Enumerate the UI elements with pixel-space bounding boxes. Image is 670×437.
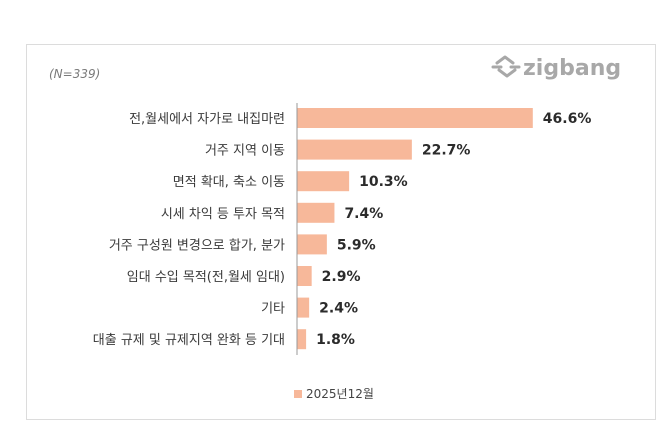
bar: [297, 108, 533, 128]
category-label: 거주 지역 이동: [205, 144, 285, 159]
bar: [297, 171, 350, 192]
category-label: 임대 수입 목적(전,월세 임대): [127, 270, 285, 285]
legend-swatch: [294, 390, 302, 398]
bar-value-label: 7.4%: [344, 206, 383, 222]
zigbang-logo-icon: [491, 55, 521, 78]
zigbang-logo-text: zigbang: [523, 56, 621, 81]
bar: [297, 329, 307, 350]
bar-chart: (N=339) zigbang 전,월세에서 자가로 내집마련 46.6% 거주 지…: [49, 55, 621, 401]
bar-value-label: 5.9%: [337, 237, 376, 253]
zigbang-logo: zigbang: [491, 55, 621, 81]
sample-size-note: (N=339): [49, 67, 100, 81]
category-label: 면적 확대, 축소 이동: [173, 175, 285, 190]
bar-value-label: 10.3%: [359, 174, 408, 190]
chart-frame: (N=339) zigbang 전,월세에서 자가로 내집마련 46.6% 거주 지…: [26, 44, 656, 420]
bar-value-label: 1.8%: [316, 332, 355, 348]
bar-value-label: 22.7%: [422, 143, 471, 159]
bar-value-label: 46.6%: [543, 111, 592, 127]
category-label: 거주 구성원 변경으로 합가, 분가: [109, 238, 285, 253]
bar-value-label: 2.4%: [319, 301, 358, 317]
category-label: 대출 규제 및 규제지역 완화 등 기대: [93, 333, 285, 348]
category-label: 전,월세에서 자가로 내집마련: [129, 112, 285, 127]
bar: [297, 139, 412, 160]
bar: [297, 266, 312, 286]
bars-layer: 전,월세에서 자가로 내집마련 46.6% 거주 지역 이동 22.7% 면적 확대, …: [93, 108, 592, 350]
category-label: 기타: [261, 302, 285, 317]
bar: [297, 234, 327, 255]
bar-value-label: 2.9%: [322, 269, 361, 285]
legend: 2025년12월: [294, 387, 374, 401]
category-label: 시세 차익 등 투자 목적: [161, 207, 285, 222]
bar: [297, 202, 335, 223]
bar: [297, 297, 310, 318]
legend-label: 2025년12월: [306, 387, 374, 401]
